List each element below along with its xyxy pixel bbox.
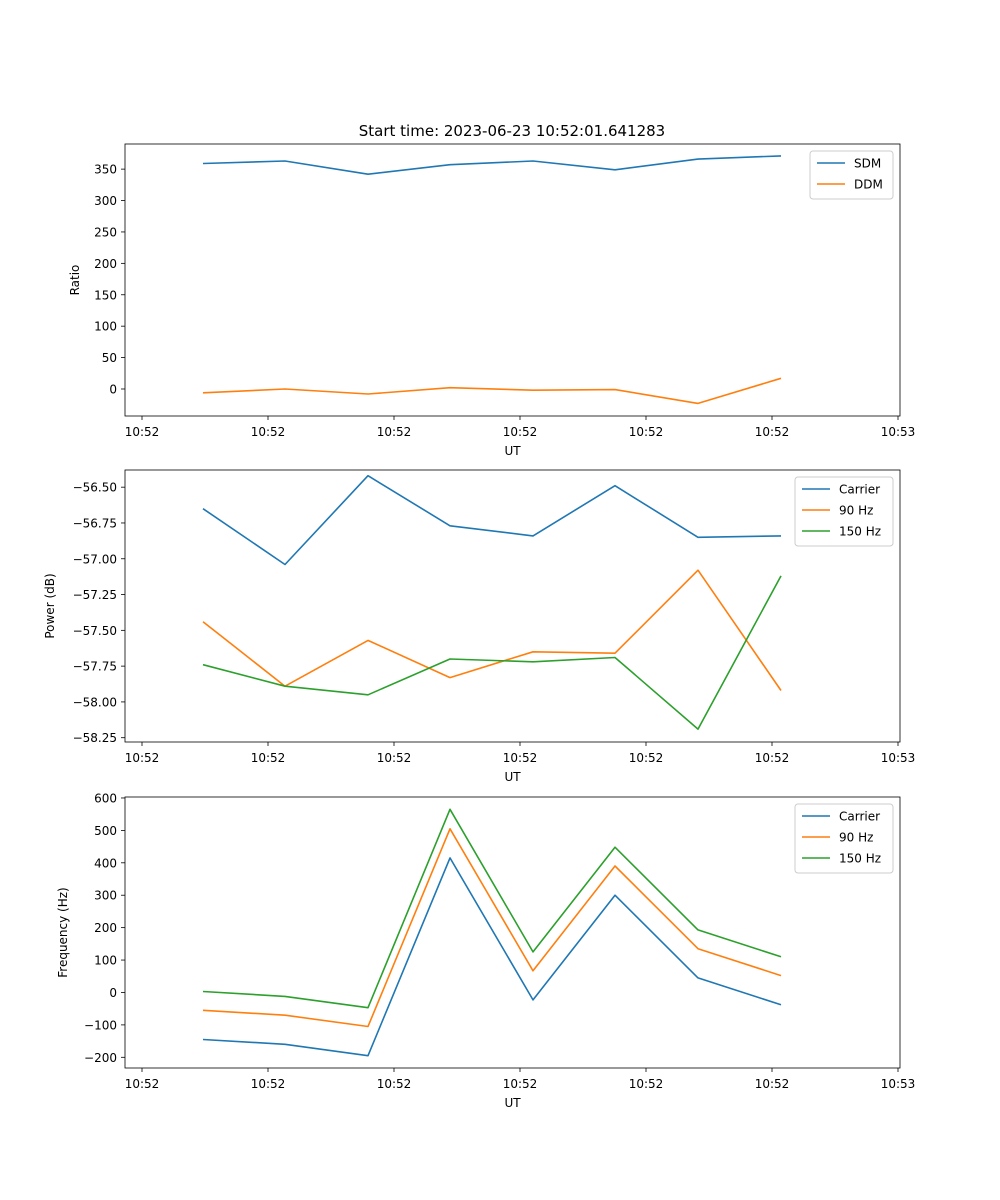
chart-title: Start time: 2023-06-23 10:52:01.641283	[359, 122, 665, 140]
y-axis: 0 50 100 150 200 250 300 350	[94, 163, 125, 396]
legend: SDM DDM	[809, 150, 894, 200]
x-tick-label: 10:52	[629, 751, 664, 765]
series-line-carrier	[202, 474, 782, 566]
legend-label: Carrier	[839, 810, 880, 824]
legend-label: 150 Hz	[839, 852, 881, 866]
x-tick-label: 10:52	[377, 425, 412, 439]
x-axis-label: UT	[504, 444, 521, 458]
x-axis: 10:52 10:52 10:52 10:52 10:52 10:52 10:53	[125, 742, 916, 765]
series-line-150-hz	[202, 575, 782, 730]
legend-label: Carrier	[839, 483, 880, 497]
y-tick-label: −200	[84, 1051, 117, 1065]
y-tick-label: −100	[84, 1018, 117, 1032]
legend: Carrier 90 Hz 150 Hz	[794, 803, 894, 874]
x-tick-label: 10:52	[503, 751, 538, 765]
legend-label: 150 Hz	[839, 525, 881, 539]
y-tick-label: 300	[94, 889, 117, 903]
y-tick-label: −57.00	[73, 552, 117, 566]
y-tick-label: 50	[102, 351, 117, 365]
legend-label: 90 Hz	[839, 831, 873, 845]
x-axis: 10:52 10:52 10:52 10:52 10:52 10:52 10:53	[125, 1068, 916, 1091]
x-tick-label: 10:52	[629, 425, 664, 439]
x-tick-label: 10:52	[251, 1077, 286, 1091]
legend: Carrier 90 Hz 150 Hz	[794, 476, 894, 547]
y-tick-label: 300	[94, 194, 117, 208]
series-line-90-hz	[202, 827, 782, 1028]
series-line-150-hz	[202, 808, 782, 1009]
y-tick-label: −57.50	[73, 624, 117, 638]
y-tick-label: 150	[94, 288, 117, 302]
x-axis-label: UT	[504, 1096, 521, 1110]
y-axis: −58.25 −58.00 −57.75 −57.50 −57.25 −57.00 −56.…	[73, 481, 125, 745]
y-tick-label: 400	[94, 856, 117, 870]
x-tick-label: 10:52	[629, 1077, 664, 1091]
x-tick-label: 10:53	[881, 425, 916, 439]
series-lines	[202, 474, 782, 730]
x-tick-label: 10:52	[377, 751, 412, 765]
y-axis-label: Ratio	[68, 265, 82, 296]
x-tick-label: 10:53	[881, 751, 916, 765]
y-tick-label: 600	[94, 791, 117, 805]
series-line-carrier	[202, 857, 782, 1057]
x-tick-label: 10:52	[503, 1077, 538, 1091]
x-tick-label: 10:52	[251, 425, 286, 439]
plot-area	[124, 469, 901, 743]
y-tick-label: 100	[94, 954, 117, 968]
y-tick-label: 0	[109, 986, 117, 1000]
x-tick-label: 10:52	[503, 425, 538, 439]
plot-area	[124, 796, 901, 1069]
x-tick-label: 10:52	[125, 1077, 160, 1091]
series-line-ddm	[202, 377, 782, 405]
x-tick-label: 10:52	[125, 751, 160, 765]
series-lines	[202, 808, 782, 1057]
y-tick-label: 350	[94, 163, 117, 177]
x-axis-label: UT	[504, 770, 521, 784]
legend-label: 90 Hz	[839, 504, 873, 518]
legend-label: DDM	[854, 178, 883, 192]
y-axis-label: Frequency (Hz)	[56, 887, 70, 978]
x-tick-label: 10:52	[377, 1077, 412, 1091]
y-tick-label: 100	[94, 320, 117, 334]
y-tick-label: −58.25	[73, 731, 117, 745]
x-tick-label: 10:53	[881, 1077, 916, 1091]
legend-box	[794, 476, 894, 547]
series-line-sdm	[202, 155, 782, 175]
frequency-panel: 10:52 10:52 10:52 10:52 10:52 10:52 10:53 −200…	[56, 791, 915, 1110]
y-tick-label: −56.75	[73, 516, 117, 530]
legend-box	[794, 803, 894, 874]
y-tick-label: 200	[94, 921, 117, 935]
series-line-90-hz	[202, 569, 782, 691]
series-lines	[202, 155, 782, 405]
y-axis: −200 −100 0 100 200 300 400 500 600	[84, 791, 125, 1065]
x-tick-label: 10:52	[755, 425, 790, 439]
y-tick-label: 500	[94, 824, 117, 838]
y-tick-label: 0	[109, 382, 117, 396]
y-tick-label: −57.75	[73, 660, 117, 674]
legend-label: SDM	[854, 157, 881, 171]
y-axis-label: Power (dB)	[43, 573, 57, 638]
y-tick-label: −58.00	[73, 695, 117, 709]
x-tick-label: 10:52	[251, 751, 286, 765]
y-tick-label: 250	[94, 225, 117, 239]
x-tick-label: 10:52	[755, 751, 790, 765]
y-tick-label: 200	[94, 257, 117, 271]
plot-area	[124, 143, 901, 417]
y-tick-label: −57.25	[73, 588, 117, 602]
x-tick-label: 10:52	[125, 425, 160, 439]
y-tick-label: −56.50	[73, 481, 117, 495]
ratio-panel: Start time: 2023-06-23 10:52:01.641283 1…	[68, 122, 915, 458]
x-axis: 10:52 10:52 10:52 10:52 10:52 10:52 10:53	[125, 416, 916, 439]
power-panel: 10:52 10:52 10:52 10:52 10:52 10:52 10:53 −58.…	[43, 469, 916, 784]
x-tick-label: 10:52	[755, 1077, 790, 1091]
